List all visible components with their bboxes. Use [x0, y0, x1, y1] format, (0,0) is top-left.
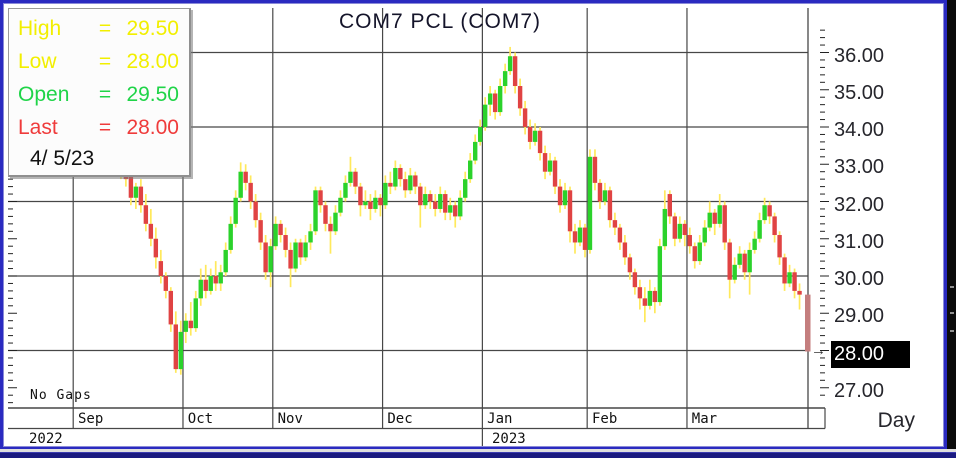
quote-label: High: [18, 17, 62, 40]
y-axis-label-33.00: 33.00: [834, 156, 885, 179]
quote-label: Last: [18, 116, 58, 139]
month-label-Sep: Sep: [78, 411, 104, 427]
quote-value: 29.50: [126, 83, 179, 106]
quote-info-box: High = 29.50 Low = 28.00 Open = 29.50 Last = 28.00 …: [8, 8, 191, 177]
y-axis-label-36.00: 36.00: [834, 44, 885, 67]
month-label-Dec: Dec: [387, 411, 413, 427]
month-label-Nov: Nov: [277, 411, 303, 427]
y-axis-label-29.00: 29.00: [834, 305, 885, 328]
strip-mark: [950, 312, 954, 314]
y-axis-label-35.00: 35.00: [834, 81, 885, 104]
y-axis-label-27.00: 27.00: [834, 379, 885, 402]
month-label-Jan: Jan: [487, 411, 513, 427]
month-label-Mar: Mar: [691, 411, 718, 427]
strip-mark: [950, 330, 954, 332]
month-label-Feb: Feb: [591, 411, 618, 427]
month-label-Oct: Oct: [187, 411, 214, 427]
equals-sign: =: [98, 50, 112, 73]
quote-label: Low: [18, 50, 57, 73]
no-gaps-note: No Gaps: [30, 388, 92, 403]
quote-rows: High = 29.50 Low = 28.00 Open = 29.50 Last = 28.00: [18, 13, 181, 145]
strip-mark: [950, 286, 954, 288]
year-label-2023: 2023: [492, 431, 526, 447]
year-label-2022: 2022: [29, 431, 63, 447]
equals-sign: =: [98, 116, 112, 139]
quote-value: 29.50: [126, 17, 179, 40]
y-axis-label-32.00: 32.00: [834, 193, 885, 216]
chart-title: COM7 PCL (COM7): [338, 10, 542, 33]
taskbar-strip: [0, 452, 956, 458]
quote-row-high: High = 29.50: [18, 13, 181, 46]
y-axis-label-34.00: 34.00: [834, 119, 885, 141]
equals-sign: =: [98, 17, 112, 40]
last-price-arrow-icon: →: [811, 342, 826, 359]
background-window-strip: [947, 0, 956, 452]
desktop-strip: [0, 449, 956, 453]
quote-row-last: Last = 28.00: [18, 112, 181, 145]
candles-layer: [73, 56, 811, 370]
equals-sign: =: [98, 83, 112, 106]
quote-value: 28.00: [126, 50, 179, 73]
last-price-highlight: 28.00: [831, 340, 910, 368]
quote-date: 4/ 5/23: [30, 147, 95, 170]
quote-row-open: Open = 29.50: [18, 79, 181, 112]
quote-label: Open: [18, 83, 70, 106]
chart-window: COM7 PCL (COM7) High = 29.50 Low = 28.00 Open =…: [0, 0, 947, 450]
quote-value: 28.00: [126, 116, 179, 139]
quote-row-low: Low = 28.00: [18, 46, 181, 79]
period-label: Day: [877, 409, 915, 432]
y-axis-label-31.00: 31.00: [834, 230, 885, 253]
y-axis-label-30.00: 30.00: [834, 268, 885, 290]
